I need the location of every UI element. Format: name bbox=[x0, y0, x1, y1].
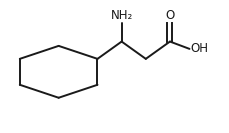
Text: NH₂: NH₂ bbox=[110, 9, 132, 22]
Text: O: O bbox=[165, 9, 174, 22]
Text: OH: OH bbox=[190, 42, 208, 55]
